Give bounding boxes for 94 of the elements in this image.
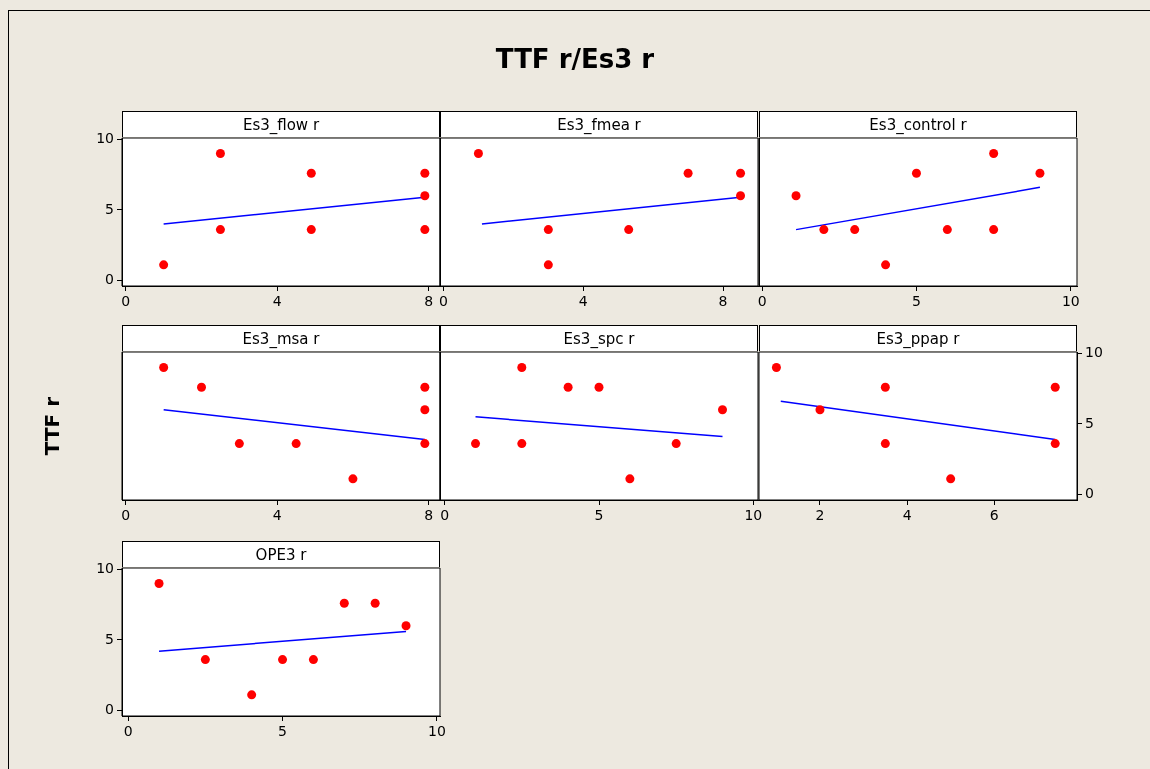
x-tick-label: 4: [272, 293, 282, 310]
point: [911, 168, 921, 178]
point: [471, 439, 481, 449]
x-tick-label: 4: [272, 507, 282, 524]
y2-tick-label: 10: [1085, 344, 1103, 361]
point: [517, 363, 527, 373]
x-tick-label: 10: [1061, 293, 1080, 310]
chart-subtitle: OPE3 r: [122, 541, 440, 567]
point: [348, 474, 358, 484]
y-tick-label: 0: [105, 701, 114, 717]
point: [718, 405, 727, 415]
chart-subtitle: Es3_msa r: [122, 325, 440, 351]
x-tick-label: 0: [123, 723, 133, 740]
y-tick-label: 5: [105, 630, 114, 647]
x-tick-label: 5: [594, 507, 604, 524]
x-tick-label: 0: [121, 293, 131, 310]
x-tick-label: 10: [428, 723, 446, 740]
x-tick-label: 4: [578, 293, 588, 310]
point: [420, 382, 430, 392]
point: [1050, 439, 1060, 449]
point: [989, 149, 999, 159]
y2-tick-label: 5: [1085, 414, 1094, 431]
point: [543, 225, 553, 235]
y2-tick-label: 0: [1085, 485, 1094, 501]
point: [736, 168, 746, 178]
x-tick-label: 8: [424, 507, 434, 524]
point: [671, 439, 681, 449]
point: [881, 260, 891, 270]
x-tick-label: 0: [440, 507, 450, 524]
point: [880, 439, 890, 449]
point: [278, 655, 288, 665]
point: [946, 474, 956, 484]
point: [420, 168, 430, 178]
point: [736, 191, 746, 201]
point: [791, 191, 801, 201]
point: [942, 225, 952, 235]
x-tick-label: 4: [902, 507, 912, 524]
x-tick-label: 6: [989, 507, 999, 524]
point: [215, 149, 225, 159]
y-tick-label: 0: [105, 271, 114, 287]
x-tick-label: 0: [439, 293, 448, 310]
y-tick-label: 10: [96, 560, 114, 577]
point: [563, 382, 573, 392]
point: [154, 579, 164, 589]
point: [420, 405, 430, 415]
y-axis-title: TTF r: [40, 396, 64, 456]
point: [517, 439, 527, 449]
point: [850, 225, 860, 235]
x-tick-label: 8: [718, 293, 728, 310]
point: [473, 149, 483, 159]
point: [420, 225, 430, 235]
point: [215, 225, 225, 235]
chart-subtitle: Es3_fmea r: [440, 111, 758, 137]
point: [370, 598, 380, 608]
point: [197, 382, 206, 392]
point: [420, 439, 430, 449]
point: [1050, 382, 1060, 392]
point: [989, 225, 999, 235]
chart-subtitle: Es3_ppap r: [759, 325, 1077, 351]
point: [420, 191, 430, 201]
x-tick-label: 5: [278, 723, 287, 740]
point: [771, 363, 781, 373]
text: TTF r/Es3 r: [494, 44, 656, 74]
point: [815, 405, 825, 415]
x-tick-label: 0: [121, 507, 131, 524]
point: [683, 168, 693, 178]
x-tick-label: 8: [424, 293, 434, 310]
point: [401, 621, 411, 631]
point: [159, 363, 169, 373]
point: [624, 225, 634, 235]
point: [543, 260, 553, 270]
point: [819, 225, 829, 235]
point: [339, 598, 349, 608]
point: [234, 439, 244, 449]
y-tick-label: 10: [96, 130, 114, 147]
chart-subtitle: Es3_spc r: [440, 325, 758, 351]
point: [159, 260, 169, 270]
point: [200, 655, 210, 665]
point: [594, 382, 604, 392]
chart-subtitle: Es3_flow r: [122, 111, 440, 137]
point: [306, 225, 316, 235]
x-tick-label: 5: [912, 293, 921, 310]
point: [291, 439, 301, 449]
point: [1035, 168, 1045, 178]
point: [880, 382, 890, 392]
x-tick-label: 10: [744, 507, 763, 524]
point: [247, 690, 257, 700]
point: [308, 655, 318, 665]
y-tick-label: 5: [105, 200, 114, 217]
x-tick-label: 2: [815, 507, 825, 524]
chart-subtitle: Es3_control r: [759, 111, 1077, 137]
point: [306, 168, 316, 178]
point: [625, 474, 635, 484]
x-tick-label: 0: [757, 293, 767, 310]
